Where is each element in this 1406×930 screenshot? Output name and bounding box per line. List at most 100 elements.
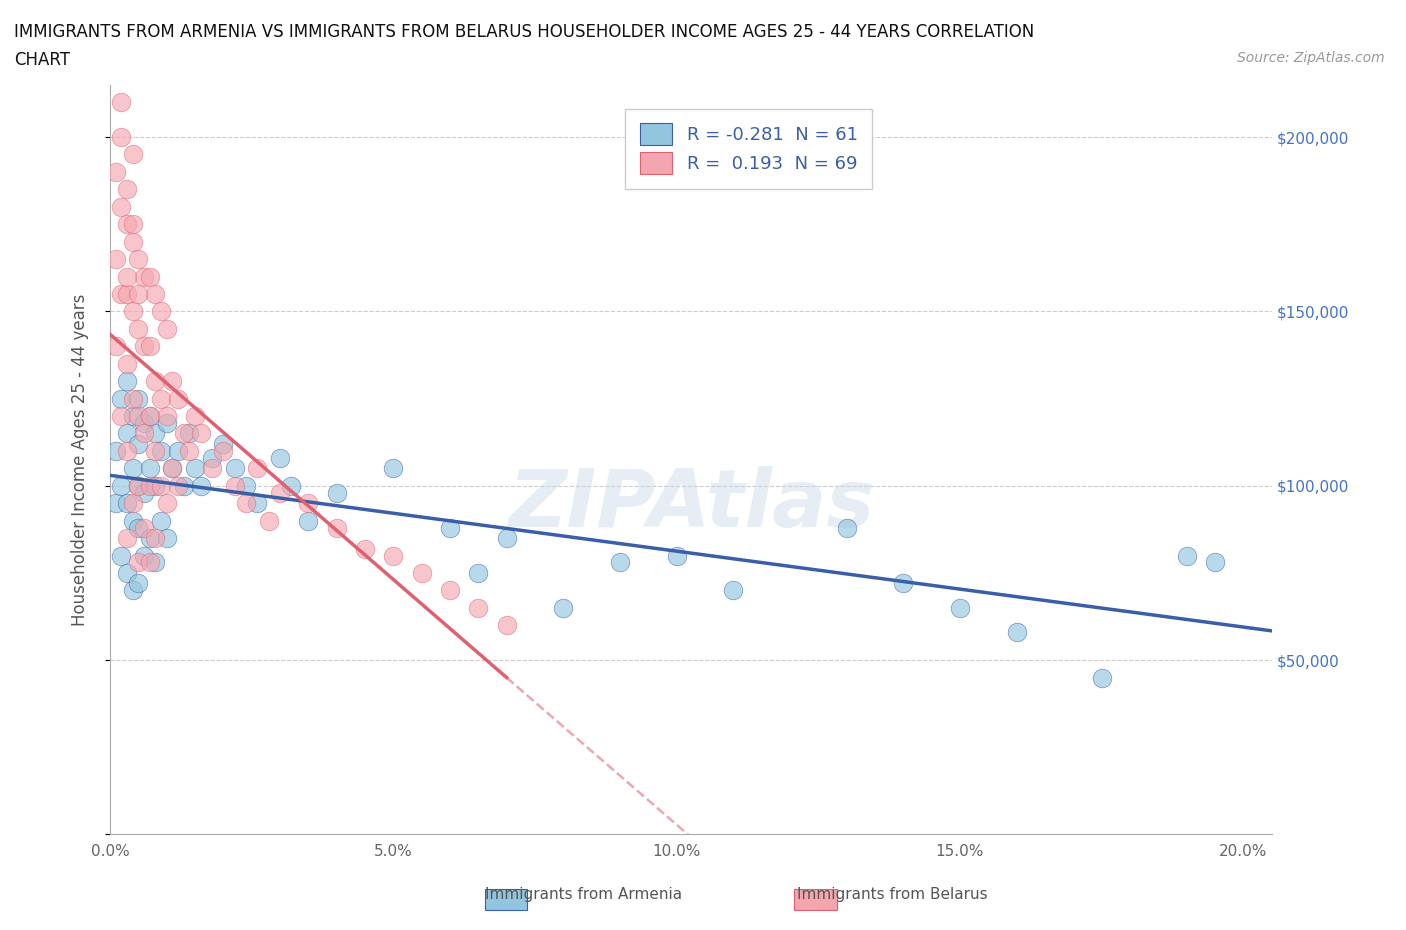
Point [1005, 625, 1028, 640]
Point [104, 252, 127, 267]
Point [246, 461, 269, 476]
Point [104, 444, 127, 458]
Point [115, 269, 138, 284]
Point [184, 461, 207, 476]
Point [127, 436, 149, 451]
Point [1175, 548, 1198, 563]
Point [280, 478, 302, 493]
Point [246, 496, 269, 511]
Point [212, 444, 235, 458]
Point [110, 392, 132, 406]
Point [835, 520, 858, 535]
Point [121, 513, 143, 528]
Point [127, 408, 149, 423]
Point [138, 408, 160, 423]
Point [156, 416, 179, 431]
Point [127, 555, 149, 570]
Point [162, 461, 184, 476]
Point [167, 478, 190, 493]
Point [132, 339, 155, 353]
Point [121, 408, 143, 423]
Point [224, 461, 246, 476]
Point [382, 461, 405, 476]
Point [127, 520, 149, 535]
Point [179, 444, 201, 458]
Point [167, 392, 190, 406]
Point [115, 531, 138, 546]
Point [115, 565, 138, 580]
Point [115, 356, 138, 371]
Point [257, 513, 280, 528]
Point [121, 147, 143, 162]
Text: Source: ZipAtlas.com: Source: ZipAtlas.com [1237, 51, 1385, 65]
Text: ZIPAtlas: ZIPAtlas [508, 466, 875, 544]
Point [104, 339, 127, 353]
Point [495, 618, 517, 632]
Point [269, 485, 291, 500]
Point [145, 286, 167, 301]
Point [467, 565, 489, 580]
Point [145, 444, 167, 458]
Point [127, 576, 149, 591]
Point [121, 583, 143, 598]
Point [156, 322, 179, 337]
Text: Immigrants from Armenia: Immigrants from Armenia [485, 887, 682, 902]
Point [167, 444, 190, 458]
Point [201, 450, 224, 465]
Point [121, 234, 143, 249]
Point [495, 531, 517, 546]
Point [127, 478, 149, 493]
Point [138, 478, 160, 493]
Point [411, 565, 433, 580]
Point [609, 555, 631, 570]
Point [382, 548, 405, 563]
Point [127, 392, 149, 406]
Point [110, 478, 132, 493]
Point [110, 408, 132, 423]
Point [138, 555, 160, 570]
Point [269, 450, 291, 465]
Point [121, 496, 143, 511]
Point [115, 444, 138, 458]
Point [235, 478, 257, 493]
Point [156, 496, 179, 511]
Point [224, 478, 246, 493]
Point [115, 217, 138, 232]
Point [115, 182, 138, 197]
Point [1091, 671, 1114, 685]
Point [173, 426, 195, 441]
Point [949, 601, 972, 616]
Point [156, 408, 179, 423]
Legend: R = -0.281  N = 61, R =  0.193  N = 69: R = -0.281 N = 61, R = 0.193 N = 69 [626, 109, 872, 189]
Point [190, 478, 212, 493]
Point [115, 496, 138, 511]
Point [121, 461, 143, 476]
Point [132, 548, 155, 563]
Point [354, 541, 377, 556]
Point [553, 601, 575, 616]
Point [132, 485, 155, 500]
Point [212, 436, 235, 451]
Point [138, 531, 160, 546]
Point [132, 269, 155, 284]
Point [723, 583, 745, 598]
Point [150, 392, 173, 406]
Point [121, 217, 143, 232]
Point [297, 496, 319, 511]
Point [190, 426, 212, 441]
Point [150, 304, 173, 319]
Y-axis label: Householder Income Ages 25 - 44 years: Householder Income Ages 25 - 44 years [72, 294, 89, 626]
Point [145, 478, 167, 493]
Point [115, 374, 138, 389]
Point [138, 269, 160, 284]
Point [132, 426, 155, 441]
Point [121, 304, 143, 319]
Point [127, 286, 149, 301]
Point [127, 478, 149, 493]
Point [665, 548, 688, 563]
Point [138, 339, 160, 353]
Text: CHART: CHART [14, 51, 70, 69]
Point [145, 555, 167, 570]
Point [127, 252, 149, 267]
Point [173, 478, 195, 493]
